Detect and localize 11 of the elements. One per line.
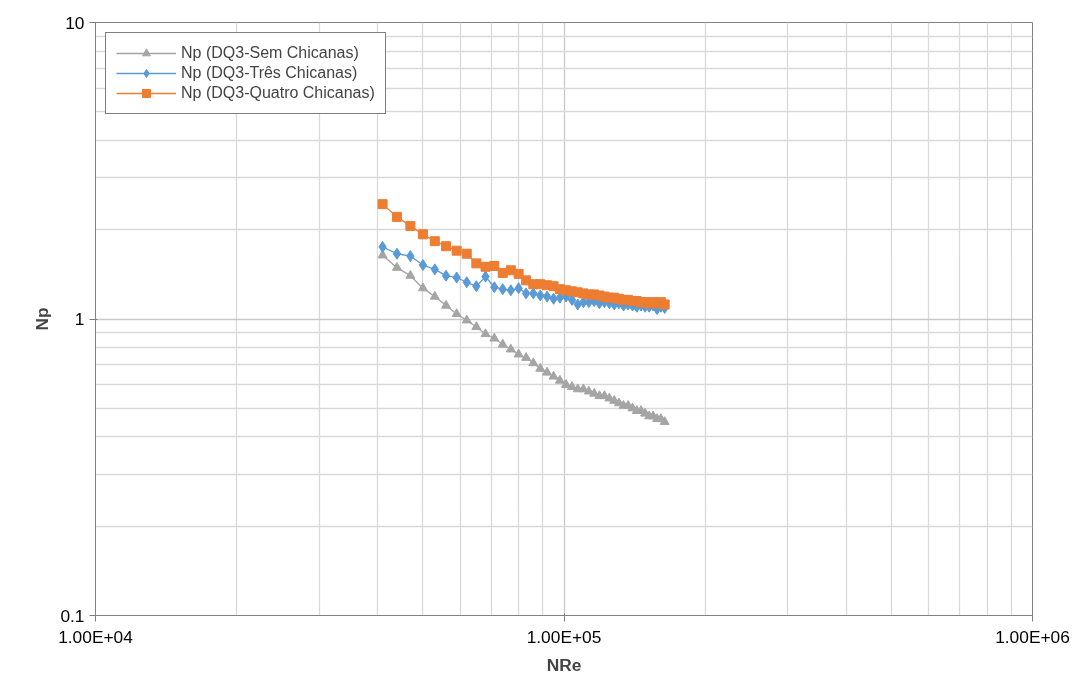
legend-label: Np (DQ3-Sem Chicanas) <box>181 44 359 62</box>
x-axis-title: NRe <box>546 654 582 675</box>
y-tick-label: 1 <box>74 309 85 329</box>
y-tick-label: 0.1 <box>60 605 85 626</box>
y-axis-title: Np <box>32 307 53 331</box>
legend-label: Np (DQ3-Quatro Chicanas) <box>181 84 375 102</box>
x-tick-label: 1.00E+06 <box>995 626 1070 647</box>
y-tick-label: 10 <box>65 12 85 33</box>
x-tick-label: 1.00E+05 <box>526 626 602 647</box>
x-tick-label: 1.00E+04 <box>58 626 134 647</box>
legend-label: Np (DQ3-Três Chicanas) <box>181 64 358 82</box>
